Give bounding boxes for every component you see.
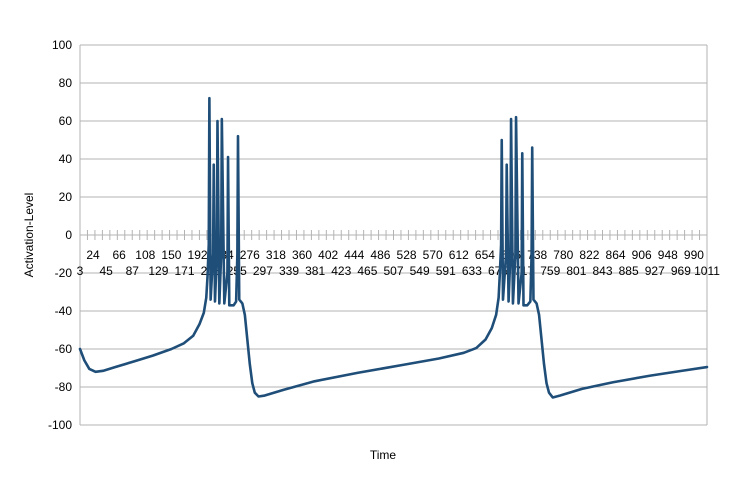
x-tick-label: 801 (566, 264, 586, 278)
y-tick-label: 60 (59, 114, 73, 128)
series-line (78, 96, 709, 399)
y-tick-label: 80 (59, 76, 73, 90)
x-tick-label: 1011 (694, 264, 720, 278)
y-axis-title: Activation-Level (22, 193, 36, 278)
y-tick-label: 40 (59, 152, 73, 166)
x-tick-label: 444 (344, 248, 364, 262)
x-tick-label: 339 (279, 264, 299, 278)
x-tick-label: 66 (113, 248, 127, 262)
x-tick-label: 381 (305, 264, 325, 278)
y-tick-label: 100 (52, 38, 72, 52)
series-layer (78, 96, 709, 399)
x-tick-label: 969 (671, 264, 691, 278)
y-tick-labels: -100 -80 -60 -40 -20 0 20 40 60 80 100 (48, 38, 72, 432)
y-tick-label: -40 (55, 304, 73, 318)
x-tick-label: 276 (240, 248, 260, 262)
x-tick-label: 486 (370, 248, 390, 262)
x-tick-label: 3 (77, 264, 84, 278)
x-tick-label: 87 (126, 264, 140, 278)
x-tick-label: 885 (619, 264, 639, 278)
x-tick-label: 759 (540, 264, 560, 278)
x-tick-label: 990 (684, 248, 704, 262)
x-tick-label: 150 (161, 248, 181, 262)
x-tick-label: 171 (174, 264, 194, 278)
x-tick-label: 108 (135, 248, 155, 262)
y-tick-label: 20 (59, 190, 73, 204)
x-tick-label: 360 (292, 248, 312, 262)
y-tick-label: 0 (65, 228, 72, 242)
x-tick-label: 864 (606, 248, 626, 262)
x-tick-label: 822 (579, 248, 599, 262)
x-tick-label: 192 (188, 248, 208, 262)
x-tick-label: 465 (357, 264, 377, 278)
x-tick-label: 318 (266, 248, 286, 262)
x-tick-label: 507 (383, 264, 403, 278)
y-tick-label: -80 (55, 380, 73, 394)
x-tick-label: 129 (148, 264, 168, 278)
y-tick-label: -60 (55, 342, 73, 356)
x-tick-label: 570 (423, 248, 443, 262)
x-tick-labels: 24 66 108 150 192 234 276 318 360 402 444 486 528 570… (77, 248, 721, 278)
y-tick-label: -100 (48, 418, 72, 432)
x-tick-label: 654 (475, 248, 495, 262)
x-tick-label: 297 (253, 264, 273, 278)
x-tick-label: 927 (645, 264, 665, 278)
x-tick-label: 612 (449, 248, 469, 262)
x-tick-label: 633 (462, 264, 482, 278)
axes (79, 45, 708, 425)
x-tick-label: 843 (592, 264, 612, 278)
y-tick-label: -20 (55, 266, 73, 280)
x-tick-label: 45 (99, 264, 113, 278)
x-tick-label: 948 (658, 248, 678, 262)
x-tick-label: 549 (410, 264, 430, 278)
x-tick-label: 24 (86, 248, 100, 262)
x-tick-label: 528 (397, 248, 417, 262)
x-tick-label: 780 (553, 248, 573, 262)
x-axis-title: Time (370, 448, 397, 462)
x-tick-label: 402 (318, 248, 338, 262)
x-tick-label: 591 (436, 264, 456, 278)
x-tick-label: 906 (632, 248, 652, 262)
x-tick-label: 423 (331, 264, 351, 278)
